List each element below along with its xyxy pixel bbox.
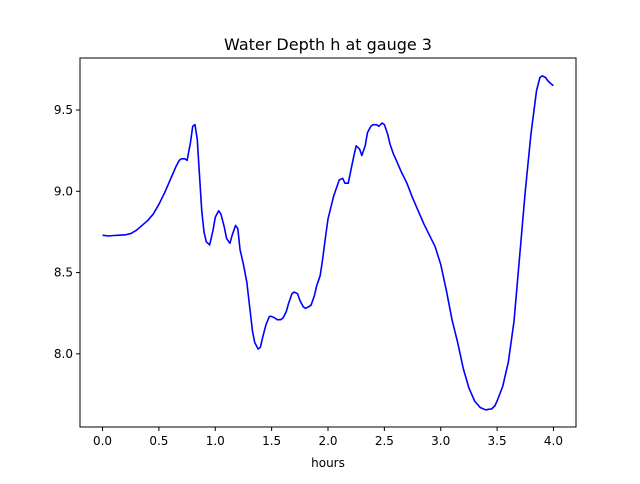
plot-area [102,75,554,411]
y-tick-label: 8.0 [54,347,73,361]
x-tick-label: 4.0 [544,434,563,448]
y-tick-label: 8.5 [54,266,73,280]
x-tick-label: 2.0 [318,434,337,448]
x-tick-label: 3.0 [431,434,450,448]
axes: 0.0 0.5 1.0 1.5 2.0 2.5 3.0 3.5 4.0 8.0 8.5 9.0 9.5 [54,57,577,448]
x-axis-label: hours [311,456,345,470]
x-tick-label: 1.0 [206,434,225,448]
x-tick-label: 3.5 [488,434,507,448]
y-tick-label: 9.5 [54,103,73,117]
x-tick-label: 0.0 [93,434,112,448]
series-line-0 [102,75,554,411]
y-tick-label: 9.0 [54,184,73,198]
chart-title: Water Depth h at gauge 3 [224,35,432,54]
x-tick-label: 1.5 [262,434,281,448]
x-tick-label: 2.5 [375,434,394,448]
x-tick-label: 0.5 [149,434,168,448]
